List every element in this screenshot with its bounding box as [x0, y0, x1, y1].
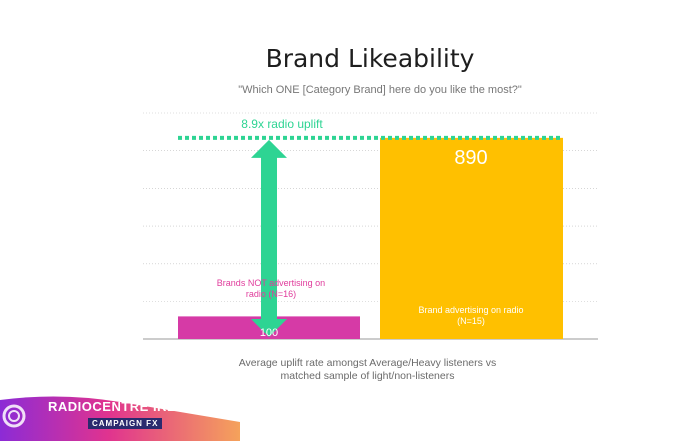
chart-title: Brand Likeability	[265, 44, 475, 73]
uplift-arrow	[251, 139, 287, 337]
logo-subtitle: CAMPAIGN FX	[88, 418, 163, 429]
chart-footnote: Average uplift rate amongst Average/Heav…	[0, 357, 700, 383]
footnote-line-1: Average uplift rate amongst Average/Heav…	[238, 357, 497, 369]
bar	[380, 137, 563, 339]
category-label: Brand advertising on radio (N=15)	[418, 305, 523, 326]
data-label: 890	[454, 147, 487, 169]
chart-subtitle: "Which ONE [Category Brand] here do you …	[238, 84, 522, 96]
footnote-line-2: matched sample of light/non-listeners	[280, 370, 455, 382]
data-label: 100	[260, 327, 278, 339]
category-label: Brands NOT advertising on radio (N=16)	[217, 278, 325, 299]
logo-name: RADIOCENTRE IRELAND	[48, 399, 215, 414]
annotation-label: 8.9x radio uplift	[241, 117, 323, 131]
